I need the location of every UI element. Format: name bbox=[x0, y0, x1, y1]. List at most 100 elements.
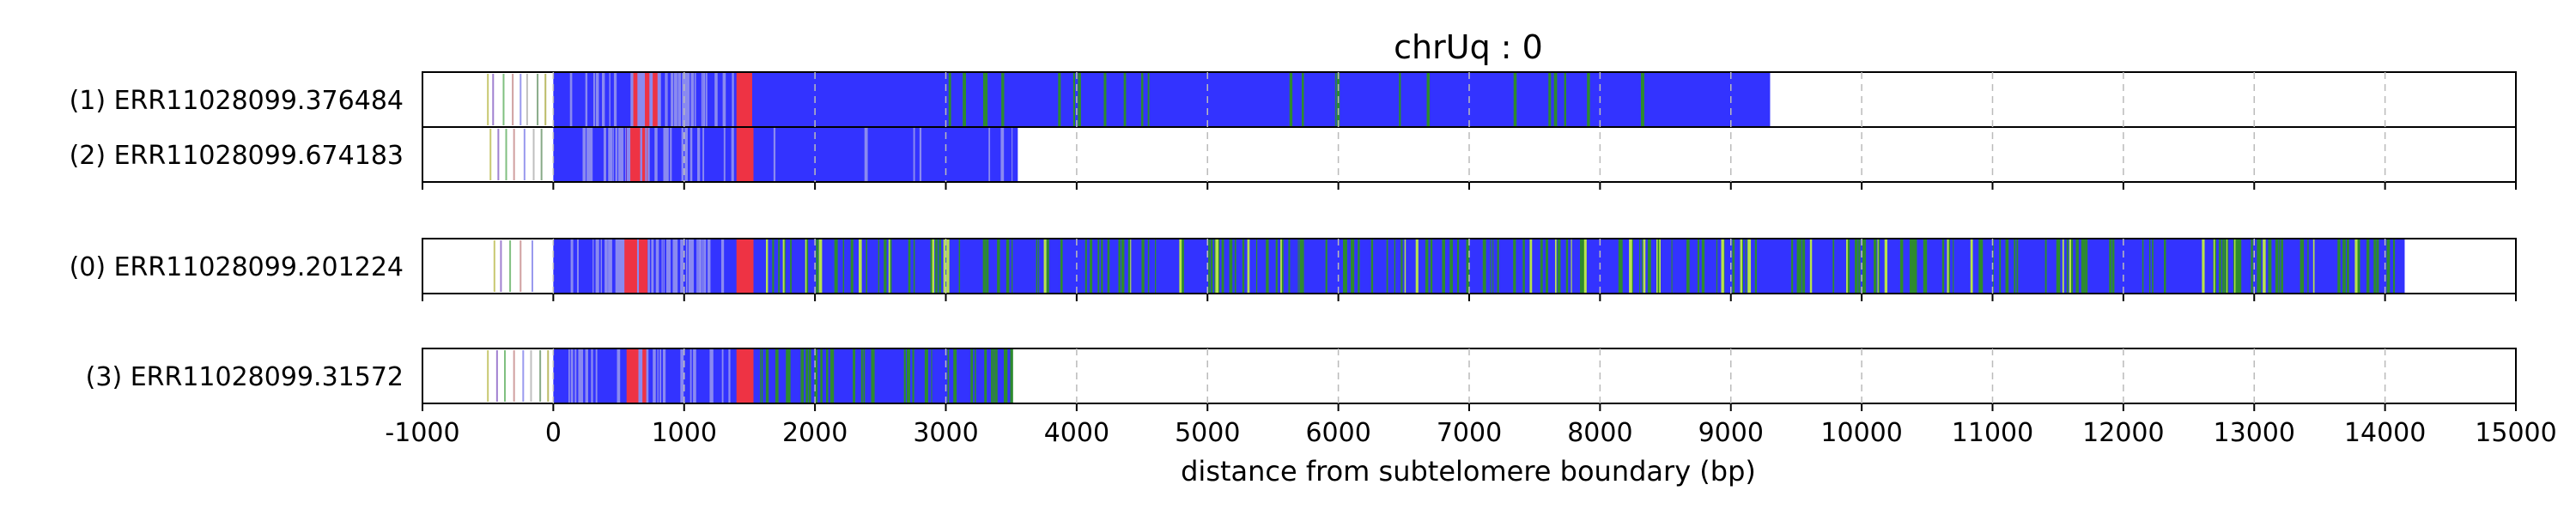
annotation-stripe bbox=[1884, 239, 1888, 294]
annotation-stripe bbox=[908, 239, 911, 294]
annotation-stripe bbox=[1657, 239, 1661, 294]
annotation-stripe bbox=[953, 348, 957, 403]
row-label: (2) ERR11028099.674183 bbox=[70, 141, 404, 171]
annotation-stripe bbox=[1546, 239, 1549, 294]
annotation-stripe bbox=[709, 348, 712, 403]
annotation-stripe bbox=[2386, 239, 2391, 294]
annotation-stripe bbox=[782, 239, 785, 294]
annotation-stripe bbox=[682, 72, 685, 127]
annotation-stripe bbox=[2234, 239, 2236, 294]
x-tick-label: 4000 bbox=[1044, 418, 1109, 448]
annotation-stripe bbox=[595, 239, 599, 294]
annotation-stripe bbox=[2111, 239, 2115, 294]
annotation-stripe bbox=[1540, 239, 1543, 294]
annotation-stripe bbox=[1352, 239, 1354, 294]
annotation-stripe bbox=[2044, 239, 2047, 294]
annotation-stripe bbox=[1346, 239, 1347, 294]
annotation-stripe bbox=[988, 127, 991, 182]
annotation-stripe bbox=[1404, 239, 1406, 294]
annotation-stripe bbox=[680, 239, 683, 294]
annotation-stripe bbox=[618, 127, 622, 182]
region-block bbox=[736, 239, 754, 294]
annotation-stripe bbox=[1003, 348, 1007, 403]
annotation-stripe bbox=[1484, 239, 1486, 294]
annotation-stripe bbox=[1442, 239, 1446, 294]
annotation-stripe bbox=[690, 72, 693, 127]
annotation-stripe bbox=[1000, 127, 1005, 182]
annotation-stripe bbox=[608, 127, 611, 182]
annotation-stripe bbox=[636, 239, 640, 294]
x-tick-label: 9000 bbox=[1698, 418, 1764, 448]
annotation-stripe bbox=[2257, 239, 2259, 294]
annotation-stripe bbox=[2281, 239, 2284, 294]
annotation-stripe bbox=[803, 348, 805, 403]
read-bar bbox=[553, 348, 1012, 403]
x-tick-label: 13000 bbox=[2214, 418, 2295, 448]
annotation-stripe bbox=[935, 239, 939, 294]
annotation-stripe bbox=[690, 348, 692, 403]
annotation-stripe bbox=[1426, 72, 1430, 127]
annotation-stripe bbox=[698, 239, 701, 294]
annotation-stripe bbox=[720, 239, 725, 294]
annotation-stripe bbox=[1386, 239, 1388, 294]
annotation-stripe bbox=[615, 72, 617, 127]
annotation-stripe bbox=[2373, 239, 2377, 294]
annotation-stripe bbox=[997, 239, 1000, 294]
annotation-stripe bbox=[701, 72, 703, 127]
annotation-stripe bbox=[1587, 72, 1590, 127]
annotation-stripe bbox=[703, 239, 707, 294]
annotation-stripe bbox=[582, 127, 586, 182]
annotation-stripe bbox=[591, 348, 593, 403]
annotation-stripe bbox=[1583, 239, 1587, 294]
annotation-stripe bbox=[1846, 239, 1848, 294]
annotation-stripe bbox=[1979, 239, 1983, 294]
annotation-stripe bbox=[1118, 239, 1121, 294]
annotation-stripe bbox=[640, 72, 644, 127]
annotation-stripe bbox=[1208, 239, 1210, 294]
annotation-stripe bbox=[1721, 239, 1724, 294]
x-tick-label: 10000 bbox=[1820, 418, 1902, 448]
annotation-stripe bbox=[931, 348, 933, 403]
annotation-stripe bbox=[672, 239, 677, 294]
annotation-stripe bbox=[722, 72, 726, 127]
x-tick-label: 7000 bbox=[1437, 418, 1502, 448]
annotation-stripe bbox=[2354, 239, 2358, 294]
annotation-stripe bbox=[2202, 239, 2205, 294]
annotation-stripe bbox=[2084, 239, 2086, 294]
annotation-stripe bbox=[832, 348, 835, 403]
annotation-stripe bbox=[1799, 239, 1801, 294]
annotation-stripe bbox=[1862, 239, 1864, 294]
annotation-stripe bbox=[627, 127, 631, 182]
annotation-stripe bbox=[1647, 239, 1651, 294]
row-group: (0) ERR11028099.201224 bbox=[70, 238, 2517, 294]
annotation-stripe bbox=[2075, 239, 2079, 294]
annotation-stripe bbox=[595, 72, 599, 127]
annotation-stripe bbox=[1809, 239, 1813, 294]
annotation-stripe bbox=[600, 239, 602, 294]
annotation-stripe bbox=[2307, 239, 2309, 294]
annotation-stripe bbox=[586, 127, 589, 182]
annotation-stripe bbox=[1179, 239, 1182, 294]
annotation-stripe bbox=[1297, 239, 1299, 294]
annotation-stripe bbox=[1846, 239, 1850, 294]
annotation-stripe bbox=[1912, 239, 1917, 294]
annotation-stripe bbox=[612, 127, 614, 182]
annotation-stripe bbox=[912, 348, 914, 403]
annotation-stripe bbox=[805, 239, 807, 294]
annotation-stripe bbox=[1497, 239, 1499, 294]
annotation-stripe bbox=[2014, 239, 2016, 294]
annotation-stripe bbox=[1215, 239, 1218, 294]
annotation-stripe bbox=[1862, 239, 1867, 294]
region-block bbox=[626, 348, 648, 403]
annotation-stripe bbox=[605, 127, 606, 182]
annotation-stripe bbox=[2005, 239, 2009, 294]
annotation-stripe bbox=[1796, 239, 1801, 294]
annotation-stripe bbox=[653, 348, 656, 403]
annotation-stripe bbox=[723, 127, 726, 182]
annotation-stripe bbox=[1947, 239, 1949, 294]
annotation-stripe bbox=[1554, 239, 1557, 294]
annotation-stripe bbox=[1181, 239, 1184, 294]
annotation-stripe bbox=[906, 348, 910, 403]
annotation-stripe bbox=[772, 239, 775, 294]
